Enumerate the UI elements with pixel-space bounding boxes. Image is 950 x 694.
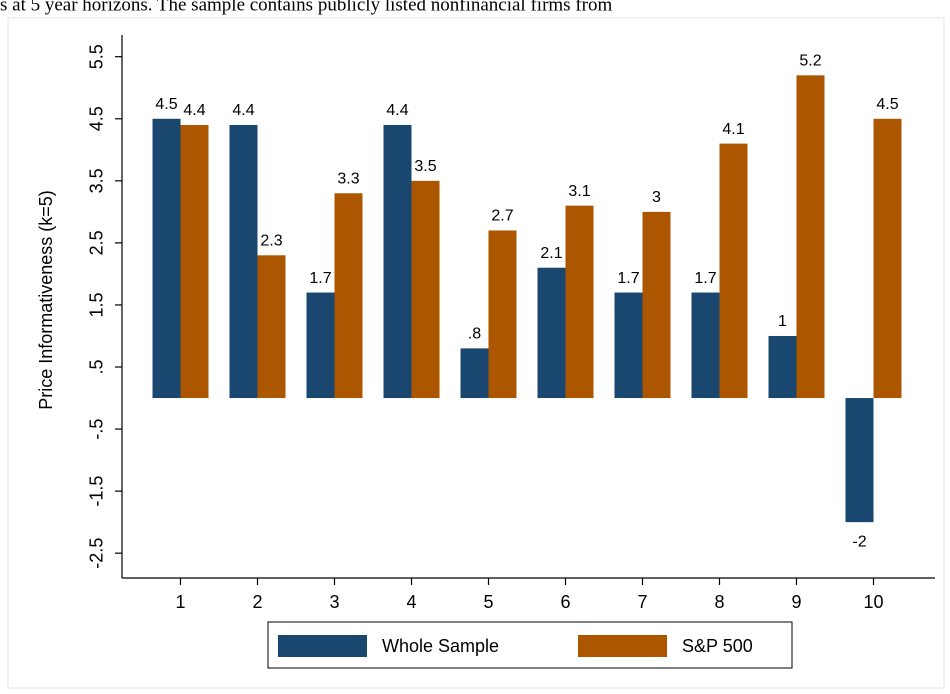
bar — [180, 124, 209, 399]
legend-swatch — [278, 635, 367, 657]
x-tick-label: 10 — [863, 592, 883, 612]
value-label: -2 — [852, 533, 866, 550]
x-tick-label: 7 — [637, 592, 647, 612]
x-tick-label: 8 — [714, 592, 724, 612]
y-tick-label: -2.5 — [87, 538, 107, 569]
bar — [411, 180, 440, 399]
value-label: 2.1 — [540, 245, 562, 262]
bar — [768, 335, 797, 399]
bar — [306, 292, 335, 399]
bar — [152, 118, 181, 399]
bar — [257, 255, 286, 399]
bar — [229, 124, 258, 399]
y-tick-label: 1.5 — [87, 292, 107, 317]
y-tick-label: .5 — [87, 359, 107, 374]
bar — [873, 118, 902, 399]
bar — [642, 211, 671, 399]
value-label: .8 — [468, 326, 481, 343]
value-label: 1 — [778, 313, 787, 330]
value-label: 5.2 — [799, 53, 821, 70]
x-tick-label: 1 — [175, 592, 185, 612]
legend-label: Whole Sample — [382, 636, 499, 656]
value-label: 4.1 — [722, 121, 744, 138]
legend-label: S&P 500 — [682, 636, 753, 656]
x-tick-label: 2 — [252, 592, 262, 612]
value-label: 4.5 — [876, 96, 898, 113]
value-label: 3 — [652, 189, 661, 206]
bar — [565, 205, 594, 399]
y-tick-label: 4.5 — [87, 106, 107, 131]
y-tick-label: -.5 — [87, 419, 107, 440]
bar — [460, 348, 489, 399]
value-label: 4.4 — [232, 102, 254, 119]
x-tick-label: 6 — [560, 592, 570, 612]
bar — [614, 292, 643, 399]
x-tick-label: 9 — [791, 592, 801, 612]
y-tick-label: 5.5 — [87, 44, 107, 69]
y-axis-title: Price Informativeness (k=5) — [36, 190, 56, 410]
value-label: 2.7 — [491, 208, 513, 225]
value-label: 4.4 — [386, 102, 408, 119]
value-label: 3.3 — [337, 170, 359, 187]
y-tick-label: -1.5 — [87, 476, 107, 507]
bar — [691, 292, 720, 399]
y-tick-label: 3.5 — [87, 168, 107, 193]
value-label: 1.7 — [694, 270, 716, 287]
bar — [383, 124, 412, 399]
caption: s at 5 year horizons. The sample contain… — [0, 0, 612, 15]
value-label: 3.5 — [414, 158, 436, 175]
bar — [719, 143, 748, 399]
y-tick-label: 2.5 — [87, 230, 107, 255]
x-tick-label: 3 — [329, 592, 339, 612]
legend-swatch — [578, 635, 667, 657]
value-label: 3.1 — [568, 183, 590, 200]
value-label: 4.5 — [155, 96, 177, 113]
value-label: 4.4 — [183, 102, 205, 119]
bar — [537, 267, 566, 399]
value-label: 2.3 — [260, 233, 282, 250]
bar — [488, 230, 517, 399]
chart-frame — [7, 17, 945, 689]
value-label: 1.7 — [309, 270, 331, 287]
bar — [334, 193, 363, 399]
x-tick-label: 5 — [483, 592, 493, 612]
bar — [796, 75, 825, 399]
value-label: 1.7 — [617, 270, 639, 287]
bar — [845, 398, 874, 523]
x-tick-label: 4 — [406, 592, 416, 612]
